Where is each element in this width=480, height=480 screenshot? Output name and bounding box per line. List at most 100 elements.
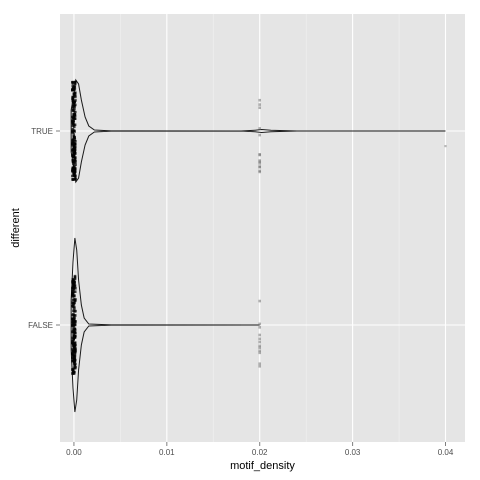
- data-point: [71, 100, 75, 104]
- data-point: [73, 350, 76, 353]
- data-point: [258, 326, 262, 329]
- data-point: [71, 143, 75, 147]
- x-tick-label: 0.01: [159, 448, 175, 457]
- data-point: [72, 148, 75, 151]
- data-point: [72, 133, 76, 136]
- data-point: [71, 368, 74, 371]
- data-point: [73, 301, 76, 305]
- data-point: [71, 294, 75, 297]
- data-point: [74, 309, 77, 313]
- data-point: [72, 155, 76, 158]
- data-point: [73, 168, 77, 172]
- data-point: [74, 365, 77, 369]
- data-point: [73, 117, 77, 120]
- data-point: [71, 95, 74, 99]
- data-point: [71, 350, 75, 354]
- data-point: [73, 80, 77, 84]
- data-point: [71, 336, 75, 340]
- data-point: [72, 151, 75, 155]
- data-point: [258, 362, 262, 366]
- data-point: [73, 152, 77, 155]
- violins-layer: [70, 78, 446, 413]
- data-point: [72, 123, 76, 127]
- data-point: [71, 97, 75, 101]
- data-point: [71, 305, 75, 309]
- violin-false: [70, 237, 260, 413]
- data-point: [71, 324, 74, 328]
- data-point: [71, 84, 75, 87]
- y-tick-label: FALSE: [28, 321, 53, 330]
- data-point: [258, 159, 262, 162]
- data-point: [74, 139, 77, 143]
- data-point: [72, 125, 76, 129]
- data-point: [71, 158, 74, 162]
- data-point: [71, 109, 75, 112]
- data-point: [71, 89, 74, 92]
- data-point: [73, 85, 76, 88]
- y-axis-title: different: [10, 208, 22, 248]
- data-point: [73, 277, 77, 281]
- data-point: [73, 314, 76, 317]
- data-point: [73, 328, 77, 332]
- data-point: [73, 88, 77, 91]
- data-point: [258, 169, 262, 173]
- data-point: [74, 95, 77, 99]
- data-point: [72, 102, 76, 106]
- data-point: [73, 82, 77, 86]
- data-point: [71, 119, 74, 123]
- x-tick-label: 0.03: [345, 448, 361, 457]
- data-point: [71, 106, 75, 110]
- data-point: [258, 340, 262, 344]
- data-point: [71, 174, 74, 178]
- data-point: [73, 141, 76, 145]
- data-point: [72, 324, 76, 327]
- plot-panel: [60, 14, 465, 442]
- data-point: [73, 93, 76, 97]
- data-point: [258, 153, 262, 156]
- data-point: [71, 150, 75, 153]
- data-point: [258, 299, 262, 303]
- data-point: [73, 290, 77, 293]
- data-point: [73, 344, 77, 348]
- data-point: [73, 158, 76, 161]
- data-point: [71, 166, 74, 170]
- data-point: [444, 145, 447, 148]
- data-point: [71, 348, 74, 351]
- data-point: [71, 169, 74, 173]
- data-point: [72, 129, 76, 132]
- data-point: [71, 142, 74, 145]
- data-point: [73, 330, 76, 334]
- x-tick-label: 0.02: [252, 448, 268, 457]
- data-point: [73, 317, 76, 320]
- data-point: [74, 99, 77, 102]
- data-point: [258, 106, 262, 110]
- data-point: [258, 322, 262, 326]
- data-point: [73, 284, 77, 288]
- data-point: [258, 127, 262, 130]
- data-point: [72, 174, 76, 177]
- data-point: [73, 352, 77, 356]
- x-axis: 0.00 0.01 0.02 0.03 0.04: [66, 442, 454, 457]
- data-point: [73, 113, 76, 116]
- data-point: [72, 280, 76, 284]
- data-point: [71, 99, 75, 103]
- data-point: [258, 364, 262, 368]
- data-point: [73, 364, 76, 367]
- data-point: [71, 127, 75, 131]
- data-point: [258, 337, 262, 341]
- y-axis: TRUE FALSE: [28, 127, 60, 330]
- data-point: [73, 299, 77, 303]
- data-point: [71, 372, 74, 375]
- data-point: [71, 298, 75, 302]
- x-tick-label: 0.04: [438, 448, 454, 457]
- data-point: [73, 354, 76, 357]
- data-point: [73, 156, 77, 160]
- data-point: [73, 138, 77, 141]
- data-point: [71, 121, 74, 124]
- minor-gridlines: [120, 14, 400, 442]
- points-layer: [71, 80, 447, 375]
- data-point: [74, 347, 77, 350]
- data-point: [72, 346, 76, 350]
- data-point: [73, 145, 76, 149]
- data-point: [71, 320, 74, 323]
